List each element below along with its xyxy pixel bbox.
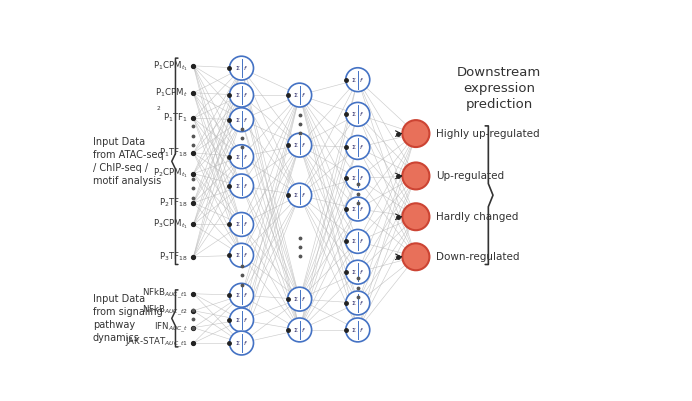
Text: $\Sigma$: $\Sigma$ bbox=[293, 191, 298, 199]
Circle shape bbox=[230, 145, 253, 169]
Text: $\Sigma$: $\Sigma$ bbox=[293, 91, 298, 99]
Text: $f$: $f$ bbox=[243, 221, 248, 229]
Text: $\Sigma$: $\Sigma$ bbox=[351, 268, 356, 276]
Text: $f$: $f$ bbox=[243, 64, 248, 72]
Text: Input Data
from signaling
pathway
dynamics: Input Data from signaling pathway dynami… bbox=[93, 294, 163, 343]
Text: P$_2$CPM$_{t_1}$: P$_2$CPM$_{t_1}$ bbox=[153, 167, 188, 180]
Circle shape bbox=[402, 203, 430, 230]
Circle shape bbox=[288, 133, 311, 157]
Text: $f$: $f$ bbox=[243, 182, 248, 190]
Text: $\Sigma$: $\Sigma$ bbox=[351, 205, 356, 213]
Text: P$_3$CPM$_{t_1}$: P$_3$CPM$_{t_1}$ bbox=[153, 218, 188, 231]
Text: Input Data
from ATAC-seq
/ ChIP-seq /
motif analysis: Input Data from ATAC-seq / ChIP-seq / mo… bbox=[93, 136, 163, 186]
Text: $f$: $f$ bbox=[243, 251, 248, 259]
Circle shape bbox=[346, 291, 370, 315]
Text: $\Sigma$: $\Sigma$ bbox=[235, 291, 240, 299]
Text: $f$: $f$ bbox=[243, 339, 248, 347]
Text: Down-regulated: Down-regulated bbox=[436, 252, 519, 262]
Text: $\Sigma$: $\Sigma$ bbox=[293, 295, 298, 303]
Circle shape bbox=[346, 260, 370, 284]
Text: $\Sigma$: $\Sigma$ bbox=[351, 76, 356, 84]
Circle shape bbox=[346, 197, 370, 221]
Text: $f$: $f$ bbox=[301, 91, 307, 99]
Text: $\Sigma$: $\Sigma$ bbox=[235, 64, 240, 72]
Text: Highly up-regulated: Highly up-regulated bbox=[436, 129, 539, 139]
Text: $^2$: $^2$ bbox=[156, 106, 161, 115]
Circle shape bbox=[230, 108, 253, 132]
Text: $\Sigma$: $\Sigma$ bbox=[235, 251, 240, 259]
Circle shape bbox=[288, 318, 311, 342]
Text: Downstream
expression
prediction: Downstream expression prediction bbox=[457, 66, 541, 111]
Text: NFkB$_{AUC\_t1}$: NFkB$_{AUC\_t1}$ bbox=[142, 286, 188, 301]
Text: $f$: $f$ bbox=[301, 295, 307, 303]
Circle shape bbox=[346, 136, 370, 159]
Text: P$_1$TF$_{18}$: P$_1$TF$_{18}$ bbox=[159, 147, 188, 159]
Text: $f$: $f$ bbox=[359, 326, 365, 334]
Circle shape bbox=[346, 318, 370, 342]
Text: $f$: $f$ bbox=[359, 268, 365, 276]
Circle shape bbox=[230, 56, 253, 80]
Text: P$_2$TF$_{18}$: P$_2$TF$_{18}$ bbox=[159, 196, 188, 209]
Circle shape bbox=[230, 308, 253, 332]
Text: NFkB$_{AUC\_t2}$: NFkB$_{AUC\_t2}$ bbox=[142, 304, 188, 318]
Circle shape bbox=[402, 162, 430, 189]
Text: IFN$_{AUC\_t}$: IFN$_{AUC\_t}$ bbox=[154, 320, 188, 335]
Circle shape bbox=[346, 68, 370, 91]
Text: $f$: $f$ bbox=[243, 291, 248, 299]
Circle shape bbox=[402, 243, 430, 270]
Text: $\Sigma$: $\Sigma$ bbox=[351, 237, 356, 245]
Text: $\Sigma$: $\Sigma$ bbox=[293, 326, 298, 334]
Text: $f$: $f$ bbox=[301, 191, 307, 199]
Circle shape bbox=[288, 287, 311, 311]
Text: $f$: $f$ bbox=[359, 174, 365, 182]
Text: $\Sigma$: $\Sigma$ bbox=[351, 174, 356, 182]
Text: $\Sigma$: $\Sigma$ bbox=[351, 299, 356, 307]
Text: $\Sigma$: $\Sigma$ bbox=[351, 110, 356, 118]
Text: P$_1$CPM$_{t_1}$: P$_1$CPM$_{t_1}$ bbox=[153, 59, 188, 73]
Text: $\Sigma$: $\Sigma$ bbox=[235, 339, 240, 347]
Circle shape bbox=[230, 243, 253, 267]
Text: $f$: $f$ bbox=[359, 299, 365, 307]
Text: $f$: $f$ bbox=[301, 326, 307, 334]
Text: $f$: $f$ bbox=[243, 91, 248, 99]
Text: $\Sigma$: $\Sigma$ bbox=[235, 116, 240, 124]
Circle shape bbox=[288, 83, 311, 107]
Text: $\Sigma$: $\Sigma$ bbox=[293, 141, 298, 149]
Text: P$_1$TF$_1$: P$_1$TF$_1$ bbox=[163, 112, 188, 124]
Text: $f$: $f$ bbox=[359, 237, 365, 245]
Circle shape bbox=[346, 166, 370, 190]
Text: $\Sigma$: $\Sigma$ bbox=[235, 153, 240, 161]
Circle shape bbox=[402, 120, 430, 147]
Text: Up-regulated: Up-regulated bbox=[436, 171, 504, 181]
Text: P$_3$TF$_{18}$: P$_3$TF$_{18}$ bbox=[159, 251, 188, 263]
Circle shape bbox=[230, 83, 253, 107]
Circle shape bbox=[288, 183, 311, 207]
Text: $f$: $f$ bbox=[359, 205, 365, 213]
Text: $\Sigma$: $\Sigma$ bbox=[235, 91, 240, 99]
Text: $f$: $f$ bbox=[359, 76, 365, 84]
Circle shape bbox=[230, 331, 253, 355]
Circle shape bbox=[346, 229, 370, 253]
Text: Hardly changed: Hardly changed bbox=[436, 212, 518, 222]
Text: $f$: $f$ bbox=[359, 110, 365, 118]
Circle shape bbox=[230, 284, 253, 307]
Text: $f$: $f$ bbox=[359, 144, 365, 152]
Text: $f$: $f$ bbox=[243, 316, 248, 324]
Circle shape bbox=[230, 174, 253, 198]
Text: $\Sigma$: $\Sigma$ bbox=[351, 326, 356, 334]
Text: $f$: $f$ bbox=[301, 141, 307, 149]
Text: $f$: $f$ bbox=[243, 153, 248, 161]
Text: JAK-STAT$_{AUC\_t1}$: JAK-STAT$_{AUC\_t1}$ bbox=[125, 336, 188, 350]
Text: $\Sigma$: $\Sigma$ bbox=[235, 316, 240, 324]
Text: $\Sigma$: $\Sigma$ bbox=[235, 221, 240, 229]
Text: $\Sigma$: $\Sigma$ bbox=[235, 182, 240, 190]
Circle shape bbox=[346, 102, 370, 126]
Text: $\Sigma$: $\Sigma$ bbox=[351, 144, 356, 152]
Text: $f$: $f$ bbox=[243, 116, 248, 124]
Circle shape bbox=[230, 213, 253, 236]
Text: P$_1$CPM$_t$: P$_1$CPM$_t$ bbox=[156, 87, 188, 99]
